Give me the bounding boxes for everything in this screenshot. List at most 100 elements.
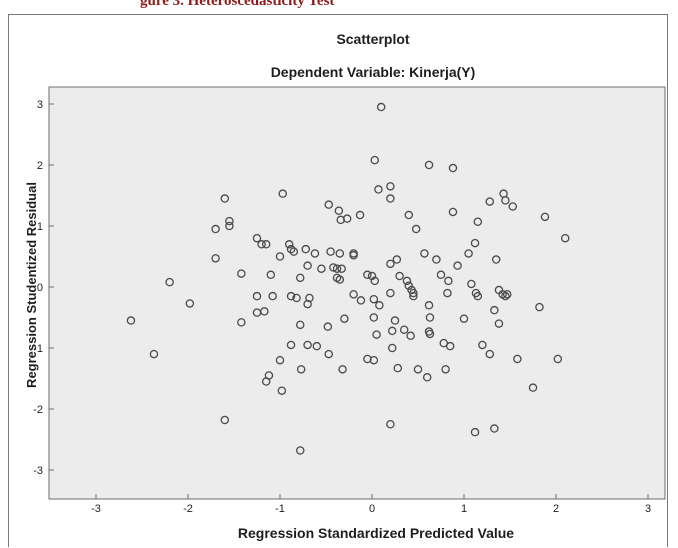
scatter-point	[342, 214, 352, 223]
scatter-point	[432, 255, 441, 264]
scatter-point	[268, 291, 277, 301]
scatter-point	[370, 276, 380, 286]
y-tick-label: 2	[37, 160, 43, 172]
scatter-point	[436, 270, 446, 280]
scatter-point	[126, 316, 136, 325]
scatter-point	[386, 288, 395, 298]
scatter-point	[220, 415, 230, 425]
scatter-point	[326, 247, 335, 256]
scatter-point	[225, 216, 234, 226]
scatter-point	[420, 249, 429, 258]
y-axis-label: Regression Studentized Residual	[24, 182, 39, 388]
scatter-point	[317, 264, 326, 273]
scatter-point	[305, 293, 314, 303]
scatter-point	[424, 301, 434, 310]
scatter-point	[409, 291, 418, 301]
scatter-point	[369, 313, 379, 322]
scatter-point	[303, 340, 312, 350]
scatter-point	[323, 322, 333, 331]
scatter-point	[413, 365, 423, 374]
scatter-point	[528, 383, 538, 392]
scatter-point	[237, 318, 246, 327]
scatter-point	[425, 313, 435, 322]
y-tick-label: -2	[33, 404, 43, 416]
scatter-point	[340, 314, 349, 323]
scatter-point	[491, 255, 501, 264]
scatter-point	[275, 355, 285, 365]
scatter-point	[374, 185, 383, 194]
y-tick-label: 3	[37, 99, 43, 111]
scatter-point	[332, 264, 342, 273]
data-points	[126, 102, 570, 455]
figure-caption: gure 3. Heteroscedasticity Test	[140, 0, 335, 9]
scatter-point	[252, 291, 262, 301]
scatter-point	[301, 244, 311, 254]
scatter-point	[387, 326, 397, 336]
scatter-point	[443, 288, 452, 298]
scatter-point	[295, 320, 305, 330]
figure-caption-strip: gure 3. Heteroscedasticity Test	[0, 0, 678, 14]
scatter-point	[303, 261, 312, 270]
scatter-point	[386, 419, 395, 429]
scatter-point	[372, 330, 381, 339]
scatter-point	[149, 349, 159, 359]
x-axis-ticks: -3 -2 -1 0 1 2 3	[91, 494, 651, 515]
scatter-point	[261, 240, 271, 249]
scatter-point	[386, 182, 395, 191]
scatter-point	[278, 189, 288, 198]
scatter-point	[387, 343, 397, 353]
scatter-point	[266, 270, 276, 280]
scatter-point	[502, 290, 512, 299]
scatter-point	[367, 271, 377, 281]
scatter-point	[501, 291, 510, 301]
scatter-point	[211, 254, 220, 263]
scatter-point	[296, 365, 306, 374]
scatter-point	[370, 155, 380, 165]
scatter-point	[422, 373, 432, 382]
scatter-point	[369, 355, 379, 365]
scatter-point	[369, 294, 379, 304]
scatter-point	[406, 331, 415, 341]
scatter-point	[553, 354, 563, 364]
x-axis-label: Regression Standardized Predicted Value	[238, 525, 514, 541]
scatter-point	[392, 255, 402, 264]
x-tick-label: 3	[645, 503, 651, 515]
scatter-point	[444, 276, 453, 286]
chart-frame: Scatterplot Dependent Variable: Kinerja(…	[8, 14, 668, 547]
x-tick-label: 2	[553, 503, 559, 515]
y-tick-label: 0	[37, 282, 43, 294]
scatter-point	[404, 210, 414, 220]
x-tick-label: -1	[275, 503, 285, 515]
scatter-point	[409, 288, 418, 298]
scatter-point	[535, 302, 544, 312]
scatter-point	[165, 277, 174, 287]
scatter-point	[324, 349, 334, 359]
scatter-point	[459, 314, 469, 323]
scatter-point	[277, 386, 287, 395]
scatter-point	[356, 296, 366, 305]
scatter-point	[260, 307, 269, 316]
scatter-point	[467, 279, 476, 289]
scatter-point	[402, 276, 412, 286]
scatter-point	[501, 196, 510, 205]
scatter-point	[349, 290, 358, 299]
scatter-point	[310, 249, 320, 258]
scatter-point	[425, 329, 435, 339]
scatter-point	[404, 281, 414, 291]
scatter-point	[185, 299, 195, 308]
scatter-point	[448, 207, 458, 217]
scatter-point	[295, 446, 305, 455]
scatter-point	[335, 275, 345, 284]
scatter-point	[334, 206, 344, 215]
scatter-point	[445, 341, 455, 351]
scatter-point	[286, 340, 296, 350]
scatter-point	[338, 365, 347, 374]
scatter-point	[395, 271, 404, 281]
scatter-point	[286, 291, 296, 301]
scatter-point	[289, 247, 299, 256]
scatter-point	[485, 349, 495, 359]
scatter-point	[386, 259, 395, 269]
scatter-point	[441, 365, 450, 374]
scatter-point	[355, 210, 365, 220]
scatter-point	[390, 316, 400, 325]
